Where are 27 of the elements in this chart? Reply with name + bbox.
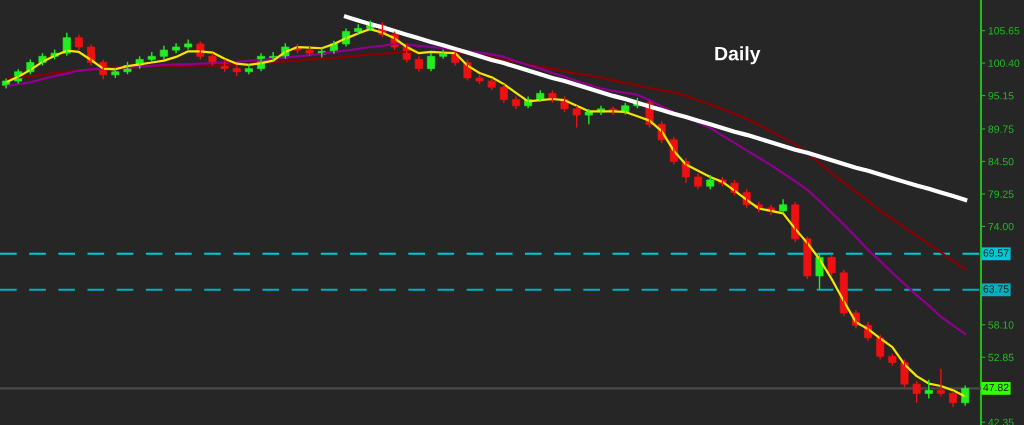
candlestick (900, 358, 909, 388)
candlestick (827, 253, 836, 277)
y-tick-label: 100.40 (988, 59, 1020, 67)
line-series (343, 14, 968, 202)
y-tick-label: 84.50 (988, 157, 1014, 166)
candlestick (184, 38, 193, 51)
y-tick-label: 74.00 (988, 222, 1014, 231)
ref-line-label: 69.57 (983, 249, 1009, 257)
y-tick-label: 105.65 (988, 27, 1020, 35)
candlestick (803, 235, 812, 280)
annotation: Daily (715, 46, 761, 65)
candlestick (172, 42, 181, 54)
y-tick-label: 52.85 (988, 353, 1014, 362)
ref-line-label: 47.82 (983, 383, 1009, 392)
candlestick (912, 380, 921, 404)
y-tick-label: 79.25 (988, 190, 1014, 198)
candlestick (961, 384, 970, 407)
y-tick-label: 95.15 (988, 92, 1014, 100)
y-tick-label: 89.75 (988, 125, 1014, 133)
candlestick (572, 105, 581, 129)
candlestick (815, 252, 824, 291)
y-tick-label: 58.10 (988, 321, 1014, 329)
candlestick (791, 200, 800, 243)
candlestick (924, 379, 933, 400)
ref-line-label: 63.75 (983, 285, 1009, 293)
candlestick (62, 32, 71, 57)
candlestick (876, 333, 885, 361)
